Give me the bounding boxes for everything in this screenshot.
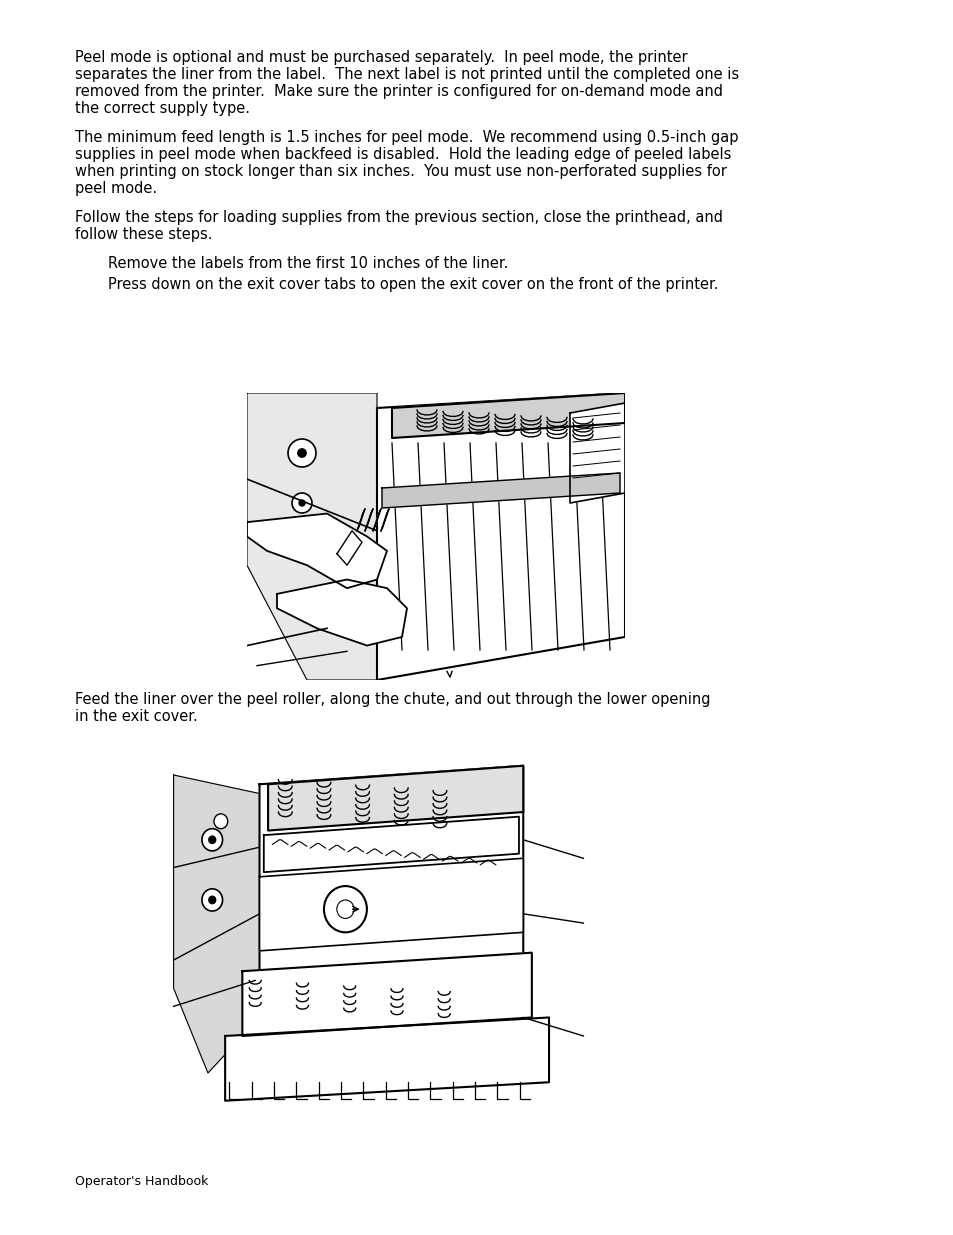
Polygon shape xyxy=(336,531,361,566)
Polygon shape xyxy=(264,816,518,872)
Text: when printing on stock longer than six inches.  You must use non-perforated supp: when printing on stock longer than six i… xyxy=(75,164,726,179)
Circle shape xyxy=(202,829,222,851)
Polygon shape xyxy=(247,393,376,680)
Polygon shape xyxy=(225,1018,549,1100)
Text: removed from the printer.  Make sure the printer is configured for on-demand mod: removed from the printer. Make sure the … xyxy=(75,84,722,99)
Text: The minimum feed length is 1.5 inches for peel mode.  We recommend using 0.5-inc: The minimum feed length is 1.5 inches fo… xyxy=(75,130,738,144)
Text: the correct supply type.: the correct supply type. xyxy=(75,101,250,116)
Polygon shape xyxy=(276,579,407,646)
Polygon shape xyxy=(392,393,624,438)
Circle shape xyxy=(292,493,312,513)
Text: separates the liner from the label.  The next label is not printed until the com: separates the liner from the label. The … xyxy=(75,67,739,82)
Circle shape xyxy=(297,448,306,457)
Polygon shape xyxy=(380,509,389,531)
Circle shape xyxy=(324,885,367,932)
Polygon shape xyxy=(268,766,522,830)
Polygon shape xyxy=(376,393,624,680)
Polygon shape xyxy=(569,403,624,503)
Text: Press down on the exit cover tabs to open the exit cover on the front of the pri: Press down on the exit cover tabs to ope… xyxy=(108,277,718,291)
Polygon shape xyxy=(259,858,522,951)
Circle shape xyxy=(288,438,315,467)
Polygon shape xyxy=(259,766,522,1073)
Polygon shape xyxy=(365,509,373,531)
Text: Feed the liner over the peel roller, along the chute, and out through the lower : Feed the liner over the peel roller, alo… xyxy=(75,692,710,706)
Text: in the exit cover.: in the exit cover. xyxy=(75,709,197,724)
Polygon shape xyxy=(247,514,387,588)
Polygon shape xyxy=(373,509,380,531)
Text: supplies in peel mode when backfeed is disabled.  Hold the leading edge of peele: supplies in peel mode when backfeed is d… xyxy=(75,147,731,162)
Polygon shape xyxy=(242,952,532,1036)
Polygon shape xyxy=(356,509,365,531)
Circle shape xyxy=(202,889,222,911)
Text: Follow the steps for loading supplies from the previous section, close the print: Follow the steps for loading supplies fr… xyxy=(75,210,722,225)
Circle shape xyxy=(213,814,228,829)
Text: Operator's Handbook: Operator's Handbook xyxy=(75,1174,208,1188)
Text: Remove the labels from the first 10 inches of the liner.: Remove the labels from the first 10 inch… xyxy=(108,256,508,270)
Circle shape xyxy=(336,900,354,919)
Circle shape xyxy=(298,500,305,506)
Text: follow these steps.: follow these steps. xyxy=(75,227,213,242)
Polygon shape xyxy=(173,776,259,1073)
Circle shape xyxy=(209,897,215,904)
Polygon shape xyxy=(381,473,619,508)
Circle shape xyxy=(209,836,215,844)
Text: Peel mode is optional and must be purchased separately.  In peel mode, the print: Peel mode is optional and must be purcha… xyxy=(75,49,687,65)
Text: peel mode.: peel mode. xyxy=(75,182,157,196)
